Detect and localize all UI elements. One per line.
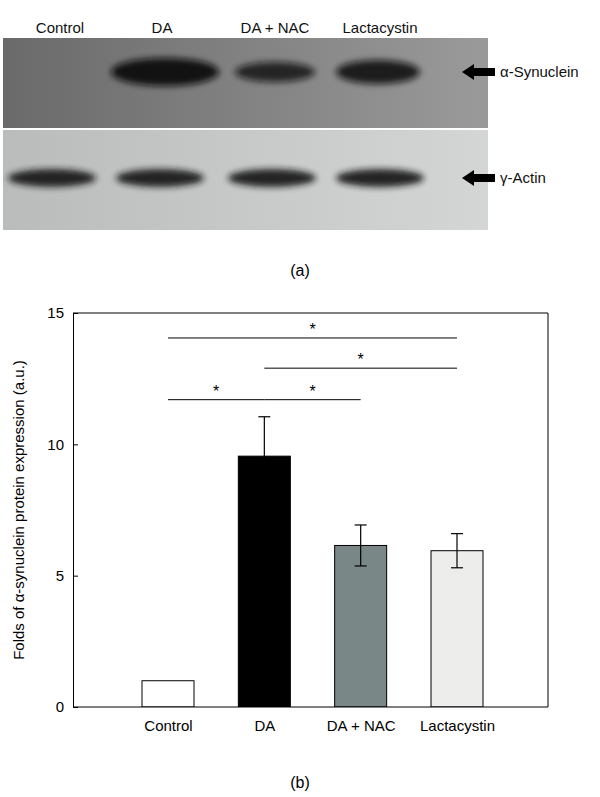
x-tick: Lactacystin	[420, 707, 495, 734]
y-tick: 10	[47, 436, 78, 453]
y-tick-label: 10	[47, 436, 64, 453]
error-bar	[258, 417, 270, 496]
y-tick: 5	[56, 567, 78, 584]
x-axis: Control DA DA + NAC Lactacystin	[73, 707, 548, 734]
synuclein-band	[111, 58, 219, 86]
plot-frame-top	[73, 313, 548, 314]
error-bar-cap	[355, 565, 367, 566]
x-tick: DA + NAC	[327, 707, 396, 734]
blot-top-membrane	[3, 38, 488, 128]
y-tick: 15	[47, 304, 78, 321]
error-bar-stem	[264, 417, 265, 496]
actin-band	[8, 169, 96, 187]
error-bar-cap	[451, 567, 463, 568]
band-label: α-Synuclein	[500, 63, 579, 80]
panel-label: (a)	[290, 262, 310, 279]
y-tick-label: 5	[56, 567, 64, 584]
bar-chart: * * * * 0 5 10 15 Control DA DA + NAC Lactacystin Fo…	[10, 304, 548, 791]
x-tick: Control	[144, 707, 192, 734]
x-tick-label: DA + NAC	[327, 717, 396, 734]
lane-label: Lactacystin	[342, 19, 417, 36]
lane-label: DA + NAC	[241, 19, 310, 36]
y-axis-title: Folds of α-synuclein protein expression …	[10, 360, 27, 660]
significance-label: *	[213, 383, 219, 400]
bar	[431, 551, 483, 707]
x-tick-label: Control	[144, 717, 192, 734]
lane-label: Control	[36, 19, 84, 36]
error-bar-cap	[451, 533, 463, 534]
y-axis: 0 5 10 15	[47, 304, 78, 715]
bar	[335, 545, 387, 707]
x-tick: DA	[254, 707, 275, 734]
error-bar	[451, 534, 463, 568]
error-bar-stem	[360, 525, 361, 566]
y-tick-mark	[73, 576, 78, 577]
panel-label: (b)	[290, 774, 310, 791]
error-bar-cap	[258, 495, 270, 496]
y-axis-line	[73, 314, 74, 708]
figure: Control DA DA + NAC Lactacystin α-Synuclein γ…	[0, 0, 600, 797]
x-tick-label: DA	[254, 717, 275, 734]
actin-band	[228, 169, 316, 187]
bar	[142, 681, 194, 707]
y-tick-label: 15	[47, 304, 64, 321]
x-axis-line	[73, 707, 548, 708]
blot-bottom-membrane	[3, 130, 488, 230]
error-bar	[355, 525, 367, 566]
blot-panel: Control DA DA + NAC Lactacystin α-Synuclein γ…	[3, 19, 579, 279]
actin-band	[116, 169, 204, 187]
y-tick-mark	[73, 444, 78, 445]
synuclein-band	[235, 62, 315, 82]
lane-label: DA	[152, 19, 173, 36]
plot-frame-right	[548, 313, 549, 707]
y-tick-label: 0	[56, 698, 64, 715]
synuclein-band	[336, 60, 420, 84]
significance-label: *	[309, 383, 315, 400]
band-arrow	[462, 170, 495, 186]
significance-label: *	[358, 351, 364, 368]
band-arrow	[462, 64, 495, 80]
significance-label: *	[309, 321, 315, 338]
band-label: γ-Actin	[500, 169, 546, 186]
error-bar-stem	[456, 534, 457, 568]
actin-band	[336, 169, 424, 187]
error-bar-cap	[355, 524, 367, 525]
plot-marks	[142, 338, 483, 707]
y-tick-mark	[73, 313, 78, 314]
error-bar-cap	[258, 416, 270, 417]
x-tick-label: Lactacystin	[420, 717, 495, 734]
